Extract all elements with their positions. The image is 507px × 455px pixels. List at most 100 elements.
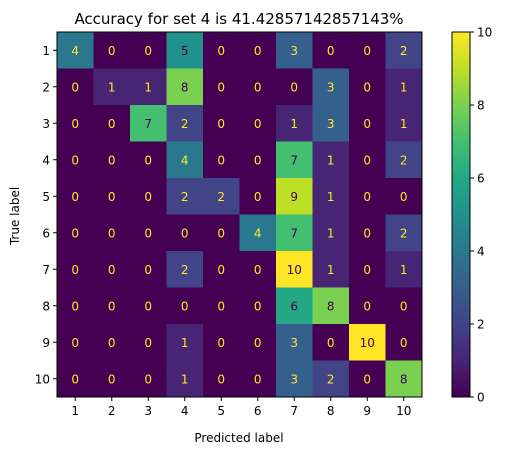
heatmap-cell-r10-c7 (276, 360, 313, 398)
heatmap-cell-r6-c9 (349, 214, 386, 252)
colorbar-tick-label-6: 6 (477, 172, 485, 186)
heatmap-cell-r5-c8 (312, 178, 350, 215)
cell-value-r4-c3: 0 (144, 153, 152, 167)
heatmap-cell-r9-c3 (130, 324, 167, 361)
cell-value-r7-c6: 0 (254, 263, 262, 277)
x-tick-label-7: 7 (290, 404, 298, 418)
cell-value-r2-c7: 0 (290, 80, 298, 94)
cell-value-r2-c10: 1 (400, 80, 408, 94)
cell-value-r3-c9: 0 (363, 117, 371, 131)
cell-value-r1-c6: 0 (254, 44, 262, 58)
heatmap-cell-r7-c2 (93, 251, 131, 288)
cell-value-r8-c7: 6 (290, 299, 298, 313)
cell-value-r3-c1: 0 (71, 117, 79, 131)
cell-value-r10-c7: 3 (290, 372, 298, 386)
cell-value-r2-c6: 0 (254, 80, 262, 94)
heatmap-cell-r4-c2 (93, 141, 131, 179)
heatmap-cell-r2-c5 (203, 68, 240, 106)
heatmap-cell-r3-c5 (203, 105, 240, 142)
cell-value-r7-c2: 0 (108, 263, 116, 277)
cell-value-r4-c10: 2 (400, 153, 408, 167)
cell-value-r3-c6: 0 (254, 117, 262, 131)
heatmap-cell-r7-c3 (130, 251, 167, 288)
heatmap-cell-r3-c4 (166, 105, 204, 142)
heatmap-cell-r4-c3 (130, 141, 167, 179)
cell-value-r10-c9: 0 (363, 372, 371, 386)
heatmap-cell-r2-c1 (57, 68, 94, 106)
cell-value-r9-c3: 0 (144, 336, 152, 350)
cell-value-r4-c8: 1 (327, 153, 335, 167)
heatmap-cell-r10-c9 (349, 360, 386, 398)
cell-value-r10-c10: 8 (400, 372, 408, 386)
heatmap-cell-r4-c8 (312, 141, 350, 179)
cell-value-r10-c3: 0 (144, 372, 152, 386)
cell-value-r7-c4: 2 (181, 263, 189, 277)
cell-value-r10-c5: 0 (217, 372, 225, 386)
cell-value-r8-c5: 0 (217, 299, 225, 313)
cell-value-r3-c4: 2 (181, 117, 189, 131)
heatmap-cell-r7-c8 (312, 251, 350, 288)
heatmap-cell-r10-c3 (130, 360, 167, 398)
heatmap-cell-r3-c3 (130, 105, 167, 142)
heatmap-cells (57, 32, 423, 398)
cell-value-r6-c6: 4 (254, 226, 262, 240)
cell-value-r10-c6: 0 (254, 372, 262, 386)
y-tick-label-6: 6 (42, 226, 50, 240)
cell-value-r2-c9: 0 (363, 80, 371, 94)
heatmap-cell-r8-c7 (276, 287, 313, 325)
heatmap-cell-r7-c6 (239, 251, 277, 288)
cell-value-r2-c5: 0 (217, 80, 225, 94)
heatmap-cell-r3-c9 (349, 105, 386, 142)
cell-value-r5-c2: 0 (108, 190, 116, 204)
cell-value-r6-c2: 0 (108, 226, 116, 240)
cell-value-r3-c7: 1 (290, 117, 298, 131)
cell-value-r6-c10: 2 (400, 226, 408, 240)
heatmap-cell-r8-c8 (312, 287, 350, 325)
heatmap-cell-r6-c5 (203, 214, 240, 252)
heatmap-cell-r3-c7 (276, 105, 313, 142)
heatmap-cell-r7-c4 (166, 251, 204, 288)
cell-value-r3-c5: 0 (217, 117, 225, 131)
heatmap-cell-r2-c8 (312, 68, 350, 106)
heatmap-cell-r7-c9 (349, 251, 386, 288)
cell-value-r8-c9: 0 (363, 299, 371, 313)
cell-value-r1-c10: 2 (400, 44, 408, 58)
x-axis-ticks: 1 2 3 4 5 6 7 8 9 10 (71, 397, 411, 418)
heatmap-cell-r9-c7 (276, 324, 313, 361)
colorbar-tick-label-4: 4 (477, 245, 485, 259)
heatmap-cell-r8-c5 (203, 287, 240, 325)
cell-value-r5-c1: 0 (71, 190, 79, 204)
heatmap-cell-r9-c1 (57, 324, 94, 361)
heatmap-cell-r5-c7 (276, 178, 313, 215)
cell-value-r6-c5: 0 (217, 226, 225, 240)
heatmap-cell-r1-c5 (203, 32, 240, 69)
cell-value-r5-c4: 2 (181, 190, 189, 204)
heatmap-cell-r5-c10 (385, 178, 423, 215)
heatmap-cell-r8-c6 (239, 287, 277, 325)
y-tick-label-5: 5 (42, 190, 50, 204)
cell-value-r5-c10: 0 (400, 190, 408, 204)
cell-value-r4-c6: 0 (254, 153, 262, 167)
heatmap-cell-r9-c4 (166, 324, 204, 361)
cell-value-r8-c6: 0 (254, 299, 262, 313)
heatmap-cell-r5-c9 (349, 178, 386, 215)
cell-value-r7-c8: 1 (327, 263, 335, 277)
heatmap-cell-r3-c1 (57, 105, 94, 142)
heatmap-cell-r7-c7 (276, 251, 313, 288)
y-tick-label-3: 3 (42, 117, 50, 131)
heatmap-cell-r4-c1 (57, 141, 94, 179)
cell-value-r8-c2: 0 (108, 299, 116, 313)
cell-value-r6-c7: 7 (290, 226, 298, 240)
x-tick-label-8: 8 (327, 404, 335, 418)
cell-value-r3-c2: 0 (108, 117, 116, 131)
cell-value-r3-c3: 7 (144, 117, 152, 131)
cell-value-r4-c1: 0 (71, 153, 79, 167)
heatmap-cell-r2-c4 (166, 68, 204, 106)
y-axis-ticks: 1 2 3 4 5 6 7 8 9 10 (35, 44, 57, 386)
cell-value-r5-c9: 0 (363, 190, 371, 204)
cell-value-r10-c1: 0 (71, 372, 79, 386)
heatmap-cell-r10-c1 (57, 360, 94, 398)
x-axis-label: Predicted label (194, 431, 283, 445)
cell-value-r1-c3: 0 (144, 44, 152, 58)
cell-value-r7-c3: 0 (144, 263, 152, 277)
